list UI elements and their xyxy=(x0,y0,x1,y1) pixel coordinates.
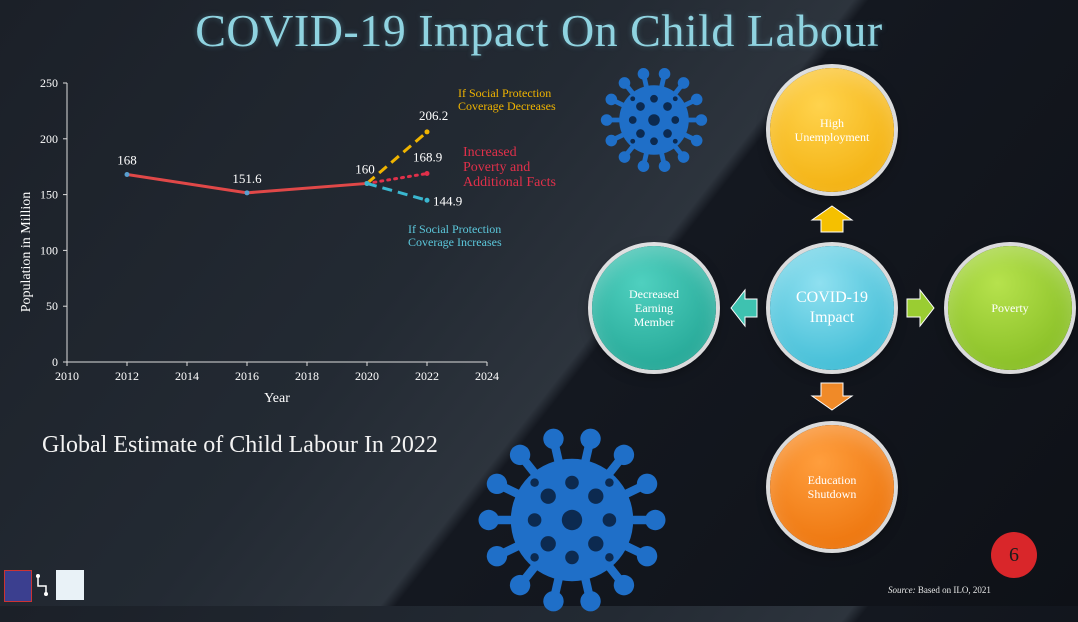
y-tick-label: 150 xyxy=(40,188,58,202)
data-label: 168.9 xyxy=(413,150,442,165)
data-point xyxy=(424,197,430,203)
virus-icon xyxy=(600,68,708,172)
organization-logo-icon xyxy=(56,570,84,600)
data-label: 151.6 xyxy=(232,171,262,186)
line-chart: 0 50 100 150 200 250 2010 2012 2014 2016 2018 2020 2… xyxy=(19,76,556,406)
data-label: 168 xyxy=(117,153,137,168)
series-line xyxy=(366,181,428,202)
series-line xyxy=(365,172,429,185)
x-tick-label: 2010 xyxy=(55,369,79,383)
data-point xyxy=(424,171,430,177)
page-number-badge: 6 xyxy=(991,532,1037,578)
chart-axes xyxy=(66,83,487,363)
node-education-shutdown: Education Shutdown xyxy=(770,425,894,549)
data-label: 144.9 xyxy=(433,193,462,208)
y-tick-label: 250 xyxy=(40,76,58,90)
chart-ticks: 0 50 100 150 200 250 2010 2012 2014 2016 2018 2020 2… xyxy=(40,76,499,383)
source-note: Source: Based on ILO, 2021 xyxy=(888,585,991,595)
network-logo-icon xyxy=(36,574,48,596)
node-covid-impact: COVID-19 Impact xyxy=(770,246,894,370)
x-tick-label: 2022 xyxy=(415,369,439,383)
chart-annotation: Increased Poverty and Additional Facts xyxy=(463,145,556,190)
chart-data-labels: 168 151.6 160 206.2 168.9 144.9 xyxy=(117,108,462,208)
arrow-left-icon xyxy=(730,288,758,328)
source-label: Source: xyxy=(888,585,916,595)
data-point xyxy=(244,190,250,196)
data-label: 160 xyxy=(355,161,375,176)
y-tick-label: 100 xyxy=(40,243,58,257)
y-tick-label: 200 xyxy=(40,132,58,146)
y-axis-label: Population in Million xyxy=(19,192,34,313)
data-point xyxy=(124,172,130,178)
arrow-right-icon xyxy=(906,288,935,328)
chart-annotations: If Social Protection Coverage Decreases In… xyxy=(408,86,556,249)
data-point xyxy=(364,180,370,186)
x-tick-label: 2014 xyxy=(175,369,199,383)
node-decreased-earning-member: Decreased Earning Member xyxy=(592,246,716,370)
chart-annotation: If Social Protection Coverage Increases xyxy=(408,222,502,249)
y-tick-label: 50 xyxy=(46,299,58,313)
chart-annotation: If Social Protection Coverage Decreases xyxy=(458,86,556,113)
x-tick-label: 2018 xyxy=(295,369,319,383)
x-axis-label: Year xyxy=(264,391,290,406)
chart-subtitle: Global Estimate of Child Labour In 2022 xyxy=(42,432,438,458)
y-tick-label: 0 xyxy=(52,355,58,369)
arrow-down-icon xyxy=(810,382,854,411)
x-tick-label: 2020 xyxy=(355,369,379,383)
slide-title: COVID-19 Impact On Child Labour xyxy=(195,5,883,56)
chart-lines xyxy=(124,129,430,203)
series-line xyxy=(366,130,428,185)
x-tick-label: 2012 xyxy=(115,369,139,383)
arrow-up-icon xyxy=(810,205,854,233)
source-text: Based on ILO, 2021 xyxy=(917,585,991,595)
x-tick-label: 2016 xyxy=(235,369,259,383)
data-label: 206.2 xyxy=(419,108,448,123)
data-point xyxy=(424,129,430,135)
university-logo-icon xyxy=(4,570,32,602)
virus-icon xyxy=(478,428,666,612)
node-poverty: Poverty xyxy=(948,246,1072,370)
diagram-arrows xyxy=(730,205,935,411)
x-tick-label: 2024 xyxy=(475,369,499,383)
node-high-unemployment: High Unemployment xyxy=(770,68,894,192)
